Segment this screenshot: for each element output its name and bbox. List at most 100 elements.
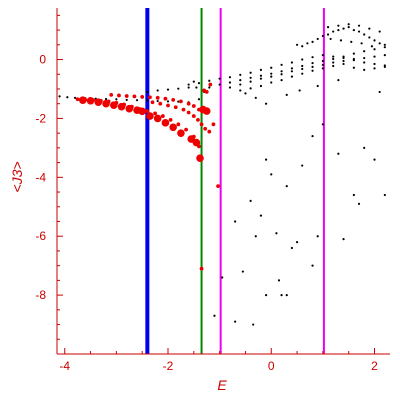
series-1-point-11 [160,114,165,118]
series-0-point-147 [234,220,237,223]
series-2-point-2 [94,98,103,107]
series-0-point-72 [383,54,386,57]
series-0-point-100 [357,30,361,33]
series-0-point-132 [301,164,304,167]
series-0-point-19 [187,86,190,89]
series-1-point-43 [202,88,207,93]
series-0-point-105 [383,43,386,46]
series-0-point-68 [342,59,345,63]
y-tick-label: -8 [35,288,46,302]
series-0-point-86 [373,67,376,70]
series-0-point-91 [311,40,314,43]
series-0-point-116 [370,45,374,48]
series-0-point-42 [239,79,242,82]
series-0-point-59 [249,80,252,83]
series-0-point-93 [321,34,324,38]
series-0-point-158 [252,323,255,326]
series-0-point-159 [280,294,283,297]
series-0-point-107 [337,24,340,27]
series-0-point-41 [228,81,232,84]
series-0-point-10 [156,99,159,103]
series-0-point-27 [270,66,273,69]
series-0-point-75 [259,84,263,88]
series-0-point-92 [316,37,319,41]
series-0-point-129 [264,158,268,161]
series-0-point-84 [352,66,355,69]
series-2-point-6 [125,104,134,113]
series-0-point-79 [301,72,304,75]
series-1-point-33 [173,105,178,110]
series-0-point-124 [378,90,381,94]
series-0-point-114 [350,40,353,43]
series-0-point-110 [368,27,371,30]
series-0-point-14 [197,98,201,101]
series-0-point-51 [332,57,335,61]
series-2-point-1 [86,96,95,105]
series-0-point-76 [270,81,273,84]
series-1-point-10 [153,111,157,116]
series-1-point-14 [184,127,188,132]
series-0-point-125 [187,83,190,86]
series-0-point-108 [347,23,350,26]
series-0-point-43 [249,76,252,79]
series-1-point-23 [155,95,160,100]
series-0-point-121 [298,89,301,92]
series-0-point-26 [259,68,263,71]
series-0-point-97 [342,27,345,30]
series-0-point-117 [244,92,247,95]
series-1-point-32 [166,103,170,108]
series-1-point-44 [208,82,213,87]
series-0-point-156 [213,314,216,317]
series-0-point-63 [290,70,294,73]
series-0-point-29 [290,61,294,64]
series-0-point-83 [342,62,345,66]
series-0-point-46 [280,70,283,73]
series-0-point-143 [316,235,319,238]
series-0-point-134 [321,123,324,126]
series-1-point-34 [181,107,186,112]
series-0-point-16 [156,89,159,92]
series-0-point-119 [264,102,268,105]
series-0-point-53 [352,52,355,55]
series-0-point-37 [373,62,376,66]
series-0-point-103 [373,39,376,42]
series-0-point-157 [234,320,237,323]
series-0-point-56 [383,46,386,49]
series-0-point-104 [378,42,381,45]
series-0-point-144 [342,238,345,241]
series-1-point-13 [176,122,181,127]
y-axis-title: <J3> [9,161,25,192]
series-1-point-19 [124,94,129,98]
series-1-point-12 [168,117,173,122]
series-0-point-30 [301,58,304,61]
series-0-point-36 [363,61,366,64]
series-0-point-150 [311,264,314,267]
series-0-point-32 [321,54,324,57]
series-0-point-140 [259,214,263,217]
series-0-point-96 [337,28,340,32]
series-0-point-87 [383,65,386,68]
series-0-point-58 [239,83,242,86]
series-0-point-7 [125,98,128,101]
series-1-point-40 [207,129,212,134]
y-tick-label: -6 [35,229,46,243]
series-0-point-109 [357,24,361,27]
series-2-point-11 [161,119,170,127]
series-0-point-23 [228,76,232,79]
series-2-point-18 [202,107,211,115]
series-0-point-89 [301,45,304,48]
series-0-point-47 [290,67,294,70]
series-1-point-0 [75,97,80,102]
series-0-point-73 [239,89,242,92]
series-0-point-2 [73,96,77,99]
series-0-point-1 [66,96,69,99]
series-0-point-54 [363,50,366,53]
series-0-point-69 [352,57,355,61]
series-1-point-30 [150,100,155,105]
series-1-point-24 [163,96,168,101]
series-0-point-18 [177,87,180,90]
x-tick-label: 2 [371,359,378,373]
x-tick-label: -4 [59,359,70,373]
series-2-point-15 [192,138,201,147]
series-0-point-154 [264,294,268,297]
